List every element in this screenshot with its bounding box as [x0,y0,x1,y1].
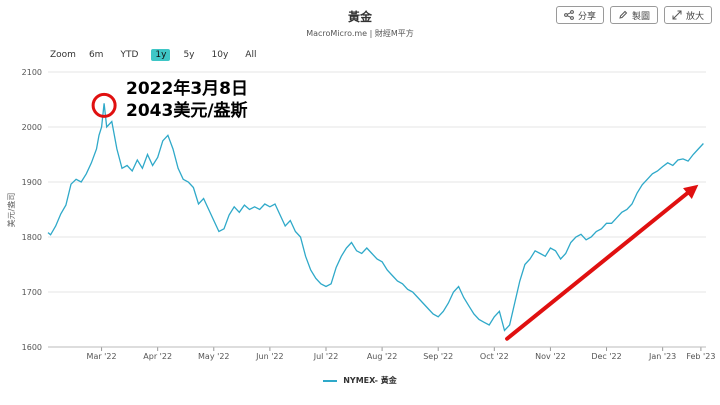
x-tick-label: Jun '22 [255,352,283,361]
y-tick-label: 1700 [22,288,42,297]
legend-label: NYMEX- 黃金 [343,376,397,385]
zoom-6m-button[interactable]: 6m [88,50,104,60]
x-axis: Mar '22 Apr '22 May '22 Jun '22 Jul '22 Aug '… [48,346,715,361]
y-tick-label: 2100 [22,68,42,77]
x-tick-label: Jul '22 [313,352,339,361]
y-tick-label: 1900 [22,178,42,187]
share-button-label: 分享 [577,11,596,22]
zoom-label: Zoom [50,50,76,60]
annotation-price: 2043美元/盎斯 [126,101,248,121]
y-axis-label: 美元/盎司 [6,193,16,228]
zoom-1y-button[interactable]: 1y [151,49,171,61]
x-tick-label: Mar '22 [87,352,117,361]
expand-button-label: 放大 [685,11,704,22]
legend-swatch [323,379,338,382]
expand-icon [672,10,682,20]
x-tick-label: Feb '23 [686,352,715,361]
chart-legend[interactable]: NYMEX- 黃金 [0,375,720,386]
chart-subtitle: MacroMicro.me | 財經M平方 [306,29,414,38]
series-line-nymex-gold [47,103,704,332]
y-tick-label: 2000 [22,123,42,132]
draw-button-label: 製圖 [631,11,650,22]
trend-arrow [505,184,699,341]
annotation-date: 2022年3月8日 [126,79,248,99]
zoom-5y-button[interactable]: 5y [183,50,195,60]
zoom-ytd-button[interactable]: YTD [120,50,139,60]
y-tick-label: 1800 [22,233,42,242]
expand-button[interactable]: 放大 [663,6,712,24]
x-tick-label: Jan '23 [648,352,676,361]
chart-toolbar: 分享 製圖 放大 [555,6,712,24]
zoom-10y-button[interactable]: 10y [211,50,229,60]
y-tick-label: 1600 [22,343,42,352]
chart-title: 黃金 [347,10,372,24]
x-tick-label: May '22 [198,352,229,361]
peak-highlight-circle [91,92,117,118]
x-tick-label: Apr '22 [143,352,172,361]
zoom-selector: Zoom 6m YTD 1y 5y 10y All [50,49,260,61]
x-tick-label: Oct '22 [480,352,509,361]
x-tick-label: Dec '22 [591,352,621,361]
annotation-text: 2022年3月8日 2043美元/盎斯 [126,78,248,122]
x-tick-label: Nov '22 [535,352,566,361]
zoom-all-button[interactable]: All [245,50,257,60]
x-tick-label: Aug '22 [367,352,398,361]
trend-arrow-shaft [505,188,693,341]
share-icon [564,10,574,20]
pencil-icon [619,10,628,19]
share-button[interactable]: 分享 [555,6,604,24]
x-tick-label: Sep '22 [423,352,453,361]
draw-button[interactable]: 製圖 [609,6,658,24]
y-axis: 1600 1700 1800 1900 2000 2100 [22,68,42,352]
trend-arrow-head [683,184,699,199]
